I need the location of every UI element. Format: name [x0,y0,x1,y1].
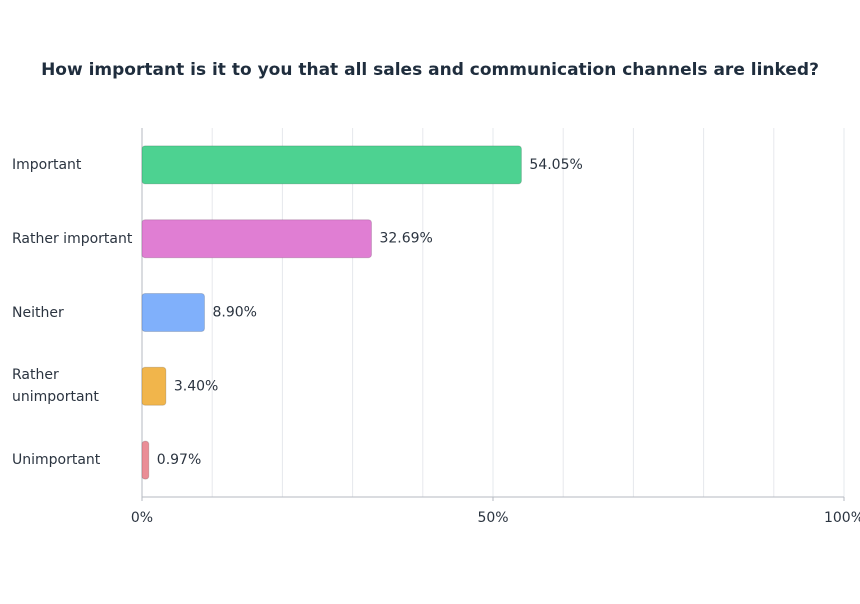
y-tick-label: Important [12,156,82,173]
y-tick-label: Unimportant [12,452,101,469]
bar [141,440,150,480]
chart-title: How important is it to you that all sale… [41,60,819,80]
x-tick-label: 100% [824,510,860,526]
category-label-box: Neither [12,304,64,321]
bar [141,219,372,259]
category-label-box: Rather unimportant [12,367,99,406]
y-tick-label: Rather unimportant [12,367,99,406]
bar [141,366,167,406]
value-label: 8.90% [212,305,256,321]
y-tick-label: Neither [12,304,64,321]
value-label: 54.05% [529,157,582,173]
y-tick-label: Rather important [12,230,133,247]
bar [141,293,205,332]
x-tick-label: 50% [477,510,508,526]
bar [141,145,522,185]
category-label-box: Rather important [12,230,133,247]
category-label-box: Important [12,156,82,173]
value-label: 32.69% [379,231,432,247]
value-label: 3.40% [174,378,218,394]
value-label: 0.97% [157,452,201,468]
x-tick-label: 0% [131,510,153,526]
category-label-box: Unimportant [12,452,101,469]
